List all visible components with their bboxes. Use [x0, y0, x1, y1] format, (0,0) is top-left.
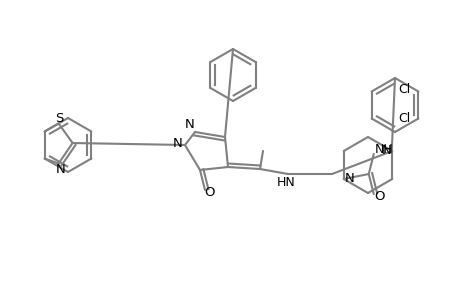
- Text: O: O: [374, 190, 384, 202]
- Text: N: N: [173, 136, 183, 149]
- Text: S: S: [55, 112, 64, 125]
- Text: HN: HN: [276, 176, 295, 190]
- Text: NH: NH: [374, 142, 392, 155]
- Text: N: N: [56, 163, 65, 176]
- Text: Cl: Cl: [397, 83, 409, 96]
- Text: N: N: [185, 118, 195, 130]
- Text: N: N: [344, 172, 354, 184]
- Text: Cl: Cl: [397, 112, 409, 125]
- Text: O: O: [204, 187, 215, 200]
- Text: N: N: [381, 143, 390, 157]
